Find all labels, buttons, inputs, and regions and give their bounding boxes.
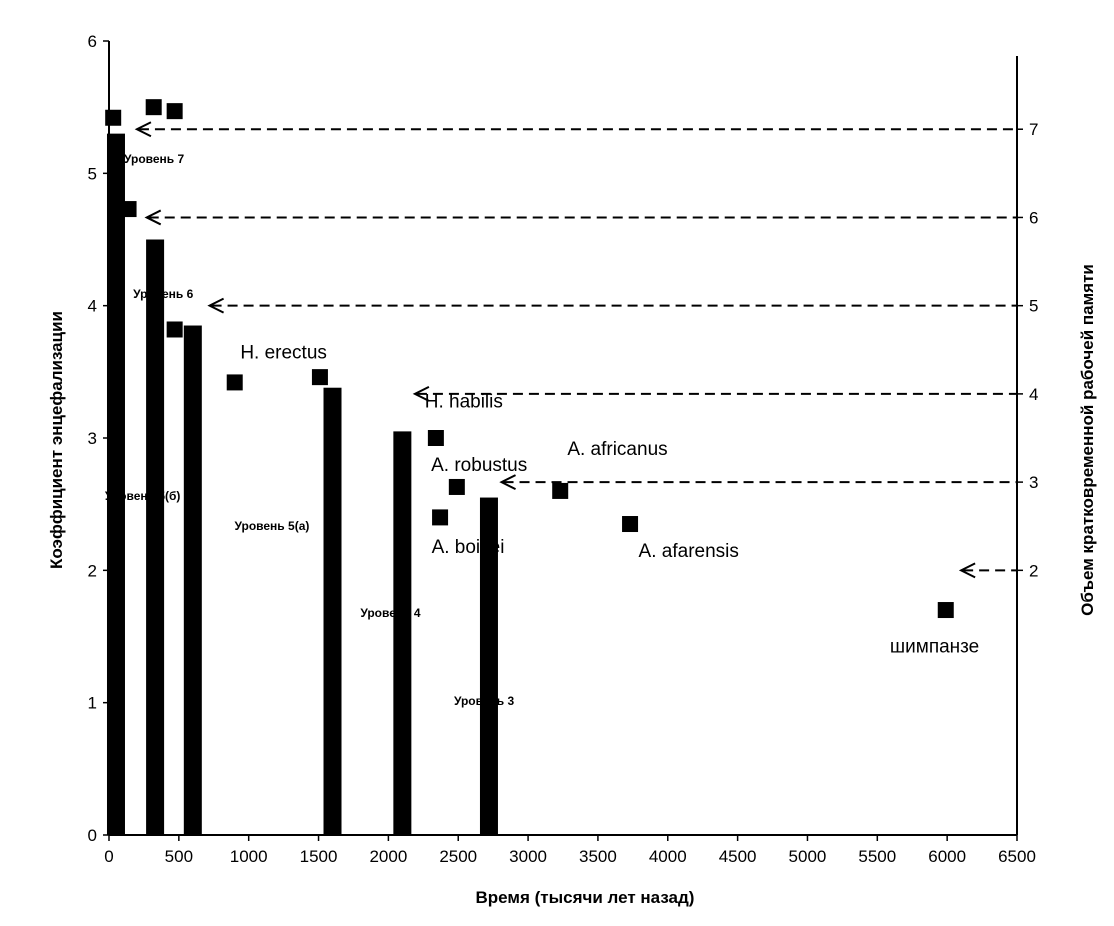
memory-level-arrow-5 — [207, 297, 225, 314]
x-tick-label-1: 500 — [165, 847, 193, 866]
data-point-13 — [937, 602, 954, 619]
bar-3 — [183, 325, 202, 835]
annotation-4: A. africanus — [567, 439, 667, 460]
bar-4 — [323, 387, 342, 835]
annotation-6: A. afarensis — [639, 541, 739, 562]
data-point-9 — [448, 478, 465, 495]
bars — [106, 133, 498, 836]
x-axis-title: Время (тысячи лет назад) — [476, 888, 695, 907]
bar-6 — [479, 497, 498, 835]
data-point-7 — [311, 369, 328, 386]
x-tick-label-8: 4000 — [649, 847, 687, 866]
x-tick-label-4: 2000 — [369, 847, 407, 866]
bar-label-5: Уровень 4 — [360, 606, 421, 620]
y2-tick-label-3: 5 — [1029, 297, 1038, 316]
y-tick-label-3: 3 — [88, 429, 97, 448]
data-point-4 — [120, 201, 137, 218]
x-tick-label-10: 5000 — [789, 847, 827, 866]
data-point-10 — [432, 509, 449, 526]
bar-2 — [146, 239, 165, 835]
memory-level-arrow-2 — [958, 562, 976, 579]
y-tick-label-5: 5 — [88, 164, 97, 183]
data-point-5 — [166, 321, 183, 338]
x-tick-label-3: 1500 — [300, 847, 338, 866]
bar-label-1: Уровень 7 — [124, 152, 185, 166]
data-point-1 — [105, 109, 122, 126]
memory-level-arrow-4 — [412, 385, 430, 402]
data-point-12 — [622, 516, 639, 533]
x-tick-label-0: 0 — [104, 847, 113, 866]
bar-label-4: Уровень 5(а) — [235, 519, 310, 533]
memory-level-arrow-7 — [134, 121, 152, 138]
y-tick-label-6: 6 — [88, 32, 97, 51]
data-point-3 — [166, 103, 183, 120]
data-points — [105, 99, 954, 619]
y2-tick-label-1: 3 — [1029, 473, 1038, 492]
axis-ticks: 0 500 1000 1500 2000 2500 3000 3500 4000 4500 5000… — [88, 32, 1039, 866]
memory-level-lines — [134, 121, 1017, 579]
bar-1 — [106, 133, 125, 836]
x-tick-label-9: 4500 — [719, 847, 757, 866]
species-annotations: H. erectus H. habilis A. robustus A. africa… — [240, 343, 979, 658]
y-tick-label-0: 0 — [88, 826, 97, 845]
y2-tick-label-2: 4 — [1029, 385, 1038, 404]
y2-tick-label-0: 2 — [1029, 561, 1038, 580]
x-tick-label-5: 2500 — [439, 847, 477, 866]
x-tick-label-13: 6500 — [998, 847, 1036, 866]
y2-tick-label-4: 6 — [1029, 208, 1038, 227]
memory-level-arrow-3 — [499, 474, 516, 491]
memory-level-arrow-6 — [144, 209, 162, 226]
bar-label-3: Уровень 5(б) — [105, 489, 181, 503]
y-tick-label-4: 4 — [88, 297, 97, 316]
y2-tick-label-5: 7 — [1029, 120, 1038, 139]
bar-labels: Уровень 7 Уровень 6 Уровень 5(б) Уровень 5(… — [105, 152, 515, 708]
y-tick-label-2: 2 — [88, 561, 97, 580]
y-axis-title: Коэффициент энцефализации — [47, 311, 66, 569]
annotation-2: H. habilis — [425, 392, 503, 413]
annotation-5: A. boisei — [432, 537, 505, 558]
bar-label-6: Уровень 3 — [454, 694, 515, 708]
annotation-3: A. robustus — [431, 455, 527, 476]
data-point-11 — [552, 482, 569, 499]
data-point-2 — [145, 99, 162, 116]
data-point-8 — [427, 430, 444, 446]
bar-5 — [393, 431, 412, 835]
x-tick-label-12: 6000 — [928, 847, 966, 866]
y-tick-label-1: 1 — [88, 694, 97, 713]
x-tick-label-2: 1000 — [230, 847, 268, 866]
x-tick-label-11: 5500 — [858, 847, 896, 866]
x-tick-label-7: 3500 — [579, 847, 617, 866]
y2-axis-title: Объем кратковременной рабочей памяти — [1078, 264, 1097, 616]
data-point-6 — [226, 374, 243, 391]
annotation-7: шимпанзе — [890, 636, 979, 657]
bar-label-2: Уровень 6 — [133, 287, 194, 301]
x-tick-label-6: 3000 — [509, 847, 547, 866]
annotation-1: H. erectus — [240, 343, 327, 364]
